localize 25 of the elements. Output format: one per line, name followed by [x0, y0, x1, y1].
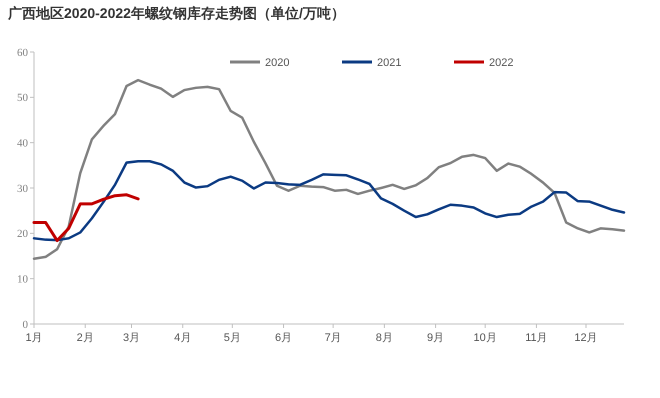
x-tick-label: 8月	[376, 332, 393, 344]
x-tick-label: 7月	[324, 332, 342, 344]
y-tick-label: 30	[17, 182, 28, 195]
y-tick-label: 0	[22, 318, 28, 331]
legend-label: 2021	[377, 56, 402, 69]
y-tick-label: 60	[17, 46, 28, 59]
x-tick-label: 2月	[76, 332, 94, 344]
y-tick-label: 50	[17, 92, 28, 104]
x-tick-label: 10月	[474, 332, 497, 344]
legend-label: 2022	[489, 56, 514, 69]
legend-label: 2020	[265, 56, 290, 69]
line-series	[32, 160, 626, 242]
y-tick-label: 40	[17, 138, 28, 150]
x-tick-label: 5月	[224, 332, 241, 344]
x-tick-label: 9月	[427, 332, 444, 344]
x-tick-label: 4月	[174, 332, 192, 344]
x-tick-label: 3月	[122, 332, 140, 344]
x-tick-label: 11月	[525, 332, 548, 344]
chart-title: 广西地区2020-2022年螺纹钢库存走势图（单位/万吨）	[7, 5, 345, 21]
y-tick-label: 10	[17, 274, 28, 286]
x-tick-label: 12月	[574, 332, 598, 344]
x-tick-label: 6月	[274, 332, 292, 344]
x-tick-label: 1月	[25, 332, 43, 344]
y-tick-label: 20	[17, 228, 28, 240]
line-series	[32, 78, 626, 260]
